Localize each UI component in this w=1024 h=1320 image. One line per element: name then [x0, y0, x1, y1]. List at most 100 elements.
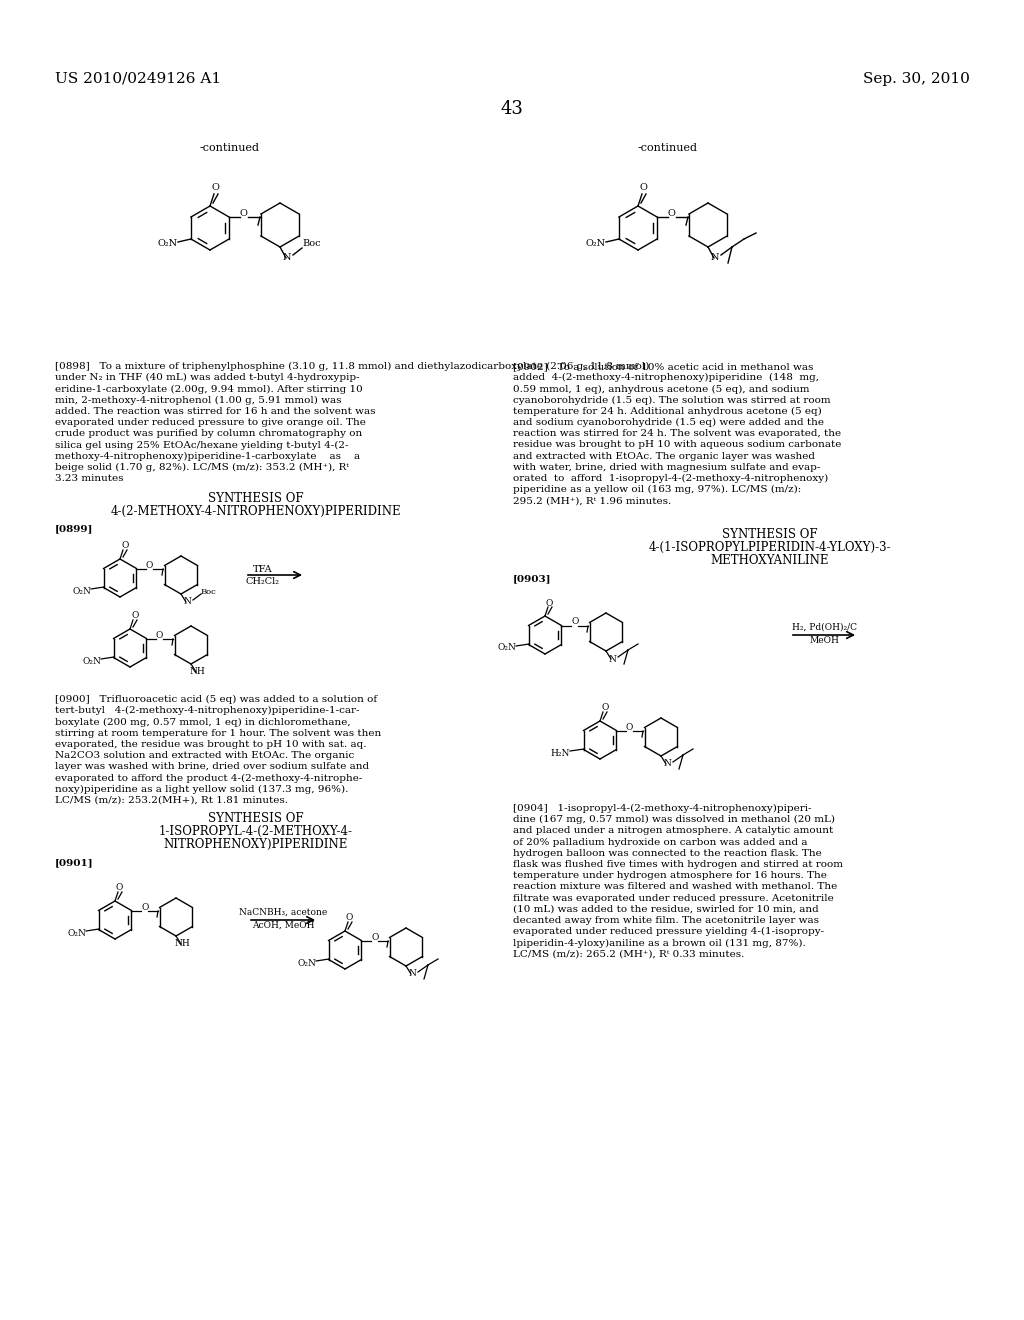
Text: NH: NH [174, 940, 189, 949]
Text: O: O [156, 631, 164, 639]
Text: Boc: Boc [201, 587, 217, 597]
Text: [0899]: [0899] [55, 524, 93, 533]
Text: O: O [668, 209, 676, 218]
Text: LC/MS (m/z): 265.2 (MH⁺), Rᵗ 0.33 minutes.: LC/MS (m/z): 265.2 (MH⁺), Rᵗ 0.33 minute… [513, 949, 744, 958]
Text: piperidine as a yellow oil (163 mg, 97%). LC/MS (m/z):: piperidine as a yellow oil (163 mg, 97%)… [513, 486, 801, 494]
Text: [0903]: [0903] [513, 574, 552, 583]
Text: eridine-1-carboxylate (2.00g, 9.94 mmol). After stirring 10: eridine-1-carboxylate (2.00g, 9.94 mmol)… [55, 384, 362, 393]
Text: N: N [711, 253, 719, 263]
Text: O₂N: O₂N [73, 586, 91, 595]
Text: evaporated to afford the product 4-(2-methoxy-4-nitrophe-: evaporated to afford the product 4-(2-me… [55, 774, 362, 783]
Text: SYNTHESIS OF: SYNTHESIS OF [208, 812, 304, 825]
Text: O: O [131, 611, 138, 620]
Text: O₂N: O₂N [298, 958, 316, 968]
Text: TFA: TFA [253, 565, 272, 574]
Text: AcOH, MeOH: AcOH, MeOH [252, 921, 314, 931]
Text: O: O [212, 183, 220, 193]
Text: min, 2-methoxy-4-nitrophenol (1.00 g, 5.91 mmol) was: min, 2-methoxy-4-nitrophenol (1.00 g, 5.… [55, 396, 341, 405]
Text: LC/MS (m/z): 253.2(MH+), Rt 1.81 minutes.: LC/MS (m/z): 253.2(MH+), Rt 1.81 minutes… [55, 796, 288, 805]
Text: evaporated under reduced pressure to give orange oil. The: evaporated under reduced pressure to giv… [55, 418, 366, 426]
Text: 3.23 minutes: 3.23 minutes [55, 474, 124, 483]
Text: O: O [116, 883, 123, 892]
Text: 295.2 (MH⁺), Rᵗ 1.96 minutes.: 295.2 (MH⁺), Rᵗ 1.96 minutes. [513, 496, 672, 506]
Text: O: O [146, 561, 154, 569]
Text: 43: 43 [501, 100, 523, 117]
Text: residue was brought to pH 10 with aqueous sodium carbonate: residue was brought to pH 10 with aqueou… [513, 441, 842, 449]
Text: hydrogen balloon was connected to the reaction flask. The: hydrogen balloon was connected to the re… [513, 849, 821, 858]
Text: H₂, Pd(OH)₂/C: H₂, Pd(OH)₂/C [792, 623, 856, 632]
Text: dine (167 mg, 0.57 mmol) was dissolved in methanol (20 mL): dine (167 mg, 0.57 mmol) was dissolved i… [513, 816, 835, 824]
Text: O: O [121, 541, 128, 550]
Text: O: O [546, 598, 553, 607]
Text: METHOXYANILINE: METHOXYANILINE [711, 554, 829, 568]
Text: stirring at room temperature for 1 hour. The solvent was then: stirring at room temperature for 1 hour.… [55, 729, 381, 738]
Text: N: N [408, 969, 416, 978]
Text: O₂N: O₂N [586, 239, 606, 248]
Text: NITROPHENOXY)PIPERIDINE: NITROPHENOXY)PIPERIDINE [164, 838, 348, 851]
Text: and extracted with EtOAc. The organic layer was washed: and extracted with EtOAc. The organic la… [513, 451, 815, 461]
Text: (10 mL) was added to the residue, swirled for 10 min, and: (10 mL) was added to the residue, swirle… [513, 904, 819, 913]
Text: MeOH: MeOH [809, 636, 839, 645]
Text: methoxy-4-nitrophenoxy)piperidine-1-carboxylate    as    a: methoxy-4-nitrophenoxy)piperidine-1-carb… [55, 451, 360, 461]
Text: Boc: Boc [302, 239, 321, 248]
Text: crude product was purified by column chromatography on: crude product was purified by column chr… [55, 429, 362, 438]
Text: evaporated, the residue was brought to pH 10 with sat. aq.: evaporated, the residue was brought to p… [55, 739, 367, 748]
Text: and sodium cyanoborohydride (1.5 eq) were added and the: and sodium cyanoborohydride (1.5 eq) wer… [513, 418, 824, 428]
Text: [0901]: [0901] [55, 858, 93, 867]
Text: O: O [346, 913, 353, 923]
Text: Na2CO3 solution and extracted with EtOAc. The organic: Na2CO3 solution and extracted with EtOAc… [55, 751, 354, 760]
Text: with water, brine, dried with magnesium sulfate and evap-: with water, brine, dried with magnesium … [513, 463, 820, 471]
Text: 0.59 mmol, 1 eq), anhydrous acetone (5 eq), and sodium: 0.59 mmol, 1 eq), anhydrous acetone (5 e… [513, 384, 810, 393]
Text: noxy)piperidine as a light yellow solid (137.3 mg, 96%).: noxy)piperidine as a light yellow solid … [55, 784, 348, 793]
Text: temperature for 24 h. Additional anhydrous acetone (5 eq): temperature for 24 h. Additional anhydro… [513, 407, 821, 416]
Text: SYNTHESIS OF: SYNTHESIS OF [208, 492, 304, 506]
Text: O: O [571, 618, 579, 627]
Text: O₂N: O₂N [68, 928, 86, 937]
Text: 4-(2-METHOXY-4-NITROPHENOXY)PIPERIDINE: 4-(2-METHOXY-4-NITROPHENOXY)PIPERIDINE [111, 506, 401, 517]
Text: under N₂ in THF (40 mL) was added t-butyl 4-hydroxypip-: under N₂ in THF (40 mL) was added t-buty… [55, 374, 359, 383]
Text: [0898]   To a mixture of triphenylphosphine (3.10 g, 11.8 mmol) and diethylazodi: [0898] To a mixture of triphenylphosphin… [55, 362, 649, 371]
Text: evaporated under reduced pressure yielding 4-(1-isopropy-: evaporated under reduced pressure yieldi… [513, 927, 824, 936]
Text: O: O [240, 209, 248, 218]
Text: O: O [626, 722, 634, 731]
Text: lpiperidin-4-yloxy)aniline as a brown oil (131 mg, 87%).: lpiperidin-4-yloxy)aniline as a brown oi… [513, 939, 806, 948]
Text: SYNTHESIS OF: SYNTHESIS OF [722, 528, 818, 541]
Text: reaction was stirred for 24 h. The solvent was evaporated, the: reaction was stirred for 24 h. The solve… [513, 429, 841, 438]
Text: added  4-(2-methoxy-4-nitrophenoxy)piperidine  (148  mg,: added 4-(2-methoxy-4-nitrophenoxy)piperi… [513, 374, 819, 383]
Text: -continued: -continued [638, 143, 698, 153]
Text: boxylate (200 mg, 0.57 mmol, 1 eq) in dichloromethane,: boxylate (200 mg, 0.57 mmol, 1 eq) in di… [55, 717, 350, 726]
Text: decanted away from white film. The acetonitrile layer was: decanted away from white film. The aceto… [513, 916, 819, 925]
Text: NaCNBH₃, acetone: NaCNBH₃, acetone [239, 908, 327, 917]
Text: of 20% palladium hydroxide on carbon was added and a: of 20% palladium hydroxide on carbon was… [513, 838, 808, 846]
Text: reaction mixture was filtered and washed with methanol. The: reaction mixture was filtered and washed… [513, 882, 838, 891]
Text: N: N [664, 759, 671, 768]
Text: O: O [640, 183, 648, 193]
Text: NH: NH [189, 668, 205, 676]
Text: orated  to  afford  1-isopropyl-4-(2-methoxy-4-nitrophenoxy): orated to afford 1-isopropyl-4-(2-methox… [513, 474, 828, 483]
Text: temperature under hydrogen atmosphere for 16 hours. The: temperature under hydrogen atmosphere fo… [513, 871, 826, 880]
Text: CH₂Cl₂: CH₂Cl₂ [246, 577, 280, 586]
Text: silica gel using 25% EtOAc/hexane yielding t-butyl 4-(2-: silica gel using 25% EtOAc/hexane yieldi… [55, 441, 348, 450]
Text: tert-butyl   4-(2-methoxy-4-nitrophenoxy)piperidine-1-car-: tert-butyl 4-(2-methoxy-4-nitrophenoxy)p… [55, 706, 359, 715]
Text: O: O [371, 932, 379, 941]
Text: N: N [283, 253, 291, 263]
Text: cyanoborohydride (1.5 eq). The solution was stirred at room: cyanoborohydride (1.5 eq). The solution … [513, 396, 830, 405]
Text: O: O [601, 704, 608, 713]
Text: US 2010/0249126 A1: US 2010/0249126 A1 [55, 73, 221, 86]
Text: N: N [608, 655, 616, 664]
Text: flask was flushed five times with hydrogen and stirred at room: flask was flushed five times with hydrog… [513, 861, 843, 869]
Text: O₂N: O₂N [83, 656, 101, 665]
Text: added. The reaction was stirred for 16 h and the solvent was: added. The reaction was stirred for 16 h… [55, 407, 376, 416]
Text: N: N [183, 598, 190, 606]
Text: filtrate was evaporated under reduced pressure. Acetonitrile: filtrate was evaporated under reduced pr… [513, 894, 834, 903]
Text: O₂N: O₂N [498, 644, 516, 652]
Text: 4-(1-ISOPROPYLPIPERIDIN-4-YLOXY)-3-: 4-(1-ISOPROPYLPIPERIDIN-4-YLOXY)-3- [648, 541, 891, 554]
Text: [0904]   1-isopropyl-4-(2-methoxy-4-nitrophenoxy)piperi-: [0904] 1-isopropyl-4-(2-methoxy-4-nitrop… [513, 804, 811, 813]
Text: 1-ISOPROPYL-4-(2-METHOXY-4-: 1-ISOPROPYL-4-(2-METHOXY-4- [159, 825, 353, 838]
Text: [0902]   To a solution of 10% acetic acid in methanol was: [0902] To a solution of 10% acetic acid … [513, 362, 813, 371]
Text: O₂N: O₂N [158, 239, 178, 248]
Text: H₂N: H₂N [550, 748, 569, 758]
Text: -continued: -continued [200, 143, 260, 153]
Text: and placed under a nitrogen atmosphere. A catalytic amount: and placed under a nitrogen atmosphere. … [513, 826, 834, 836]
Text: beige solid (1.70 g, 82%). LC/MS (m/z): 353.2 (MH⁺), Rᵗ: beige solid (1.70 g, 82%). LC/MS (m/z): … [55, 463, 349, 473]
